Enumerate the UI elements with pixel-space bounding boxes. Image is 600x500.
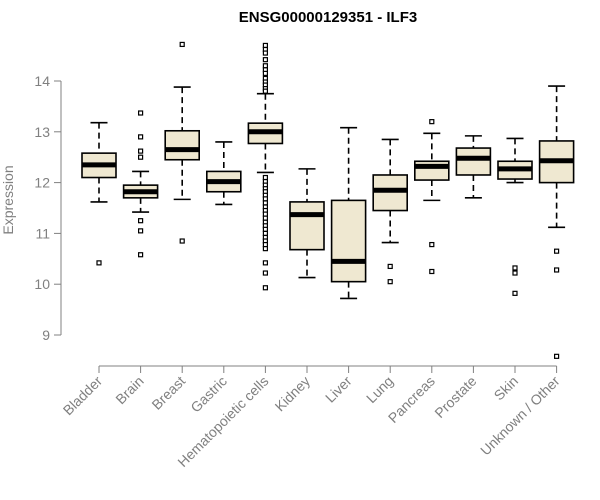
outlier-point xyxy=(138,148,144,154)
boxes-layer xyxy=(81,41,575,359)
outlier-point xyxy=(512,270,518,276)
outlier-point xyxy=(138,110,144,116)
x-tick-label: Skin xyxy=(491,373,522,404)
x-tick-label: Bladder xyxy=(60,373,106,419)
y-tick-label: 14 xyxy=(34,73,50,89)
box-iqr xyxy=(164,129,200,161)
outlier-point xyxy=(387,279,393,285)
outlier-point xyxy=(262,260,268,266)
outlier-point xyxy=(138,228,144,234)
outlier-point xyxy=(429,119,435,125)
outlier-point xyxy=(96,260,102,266)
y-axis-title: Expression xyxy=(0,165,16,234)
box-unknown-other xyxy=(538,85,575,359)
x-tick-label: Kidney xyxy=(272,373,314,415)
box-bladder xyxy=(81,121,117,266)
box-iqr xyxy=(330,199,367,283)
chart-title: ENSG00000129351 - ILF3 xyxy=(239,9,417,26)
x-tick-label: Brain xyxy=(112,373,146,407)
x-tick-label: Unknown / Other xyxy=(477,373,563,459)
outlier-point xyxy=(262,270,268,276)
outlier-point xyxy=(262,226,268,232)
x-tick-label: Breast xyxy=(148,373,188,413)
outlier-point xyxy=(262,70,268,76)
outlier-point xyxy=(262,50,268,56)
outlier-point xyxy=(262,241,268,248)
box-breast xyxy=(164,41,200,244)
outlier-point xyxy=(179,238,185,244)
outlier-point xyxy=(262,42,268,49)
box-gastric xyxy=(206,141,242,206)
y-tick-label: 10 xyxy=(34,276,50,292)
outlier-point xyxy=(138,154,144,160)
x-tick-label: Lung xyxy=(363,373,396,406)
box-pancreas xyxy=(413,119,450,275)
outlier-point xyxy=(387,263,393,270)
box-skin xyxy=(497,137,533,296)
outlier-point xyxy=(262,88,268,94)
y-axis: 9 10 11 12 13 14 xyxy=(34,73,62,343)
outlier-point xyxy=(512,265,518,271)
x-tick-label: Prostate xyxy=(431,373,479,421)
outlier-point xyxy=(553,248,560,254)
outlier-point xyxy=(512,290,518,296)
outlier-point xyxy=(553,267,560,273)
outlier-point xyxy=(262,215,268,221)
outlier-point xyxy=(138,218,144,224)
outlier-point xyxy=(429,241,435,248)
outlier-point xyxy=(429,268,435,275)
y-tick-label: 12 xyxy=(34,175,50,191)
outlier-point xyxy=(138,252,144,258)
outlier-point xyxy=(262,230,268,236)
outlier-point xyxy=(262,285,268,291)
outlier-point xyxy=(179,41,185,48)
outlier-point xyxy=(262,57,268,63)
box-prostate xyxy=(455,135,492,199)
outlier-point xyxy=(262,63,268,69)
box-iqr xyxy=(455,147,492,176)
x-tick-label: Liver xyxy=(322,373,355,406)
outlier-point xyxy=(262,211,268,217)
box-hematopoietic-cells xyxy=(247,42,284,291)
box-brain xyxy=(122,110,159,258)
outlier-point xyxy=(553,353,560,359)
box-liver xyxy=(330,126,367,300)
box-kidney xyxy=(289,168,325,279)
outlier-point xyxy=(138,134,144,140)
box-iqr xyxy=(372,174,409,212)
box-lung xyxy=(372,138,409,285)
outlier-point xyxy=(262,196,268,202)
y-tick-label: 13 xyxy=(34,124,50,140)
outlier-point xyxy=(262,246,268,252)
outlier-point xyxy=(262,174,268,181)
y-tick-label: 11 xyxy=(35,225,50,241)
outlier-point xyxy=(262,200,268,206)
y-tick-label: 9 xyxy=(42,327,50,343)
box-iqr xyxy=(289,201,325,251)
